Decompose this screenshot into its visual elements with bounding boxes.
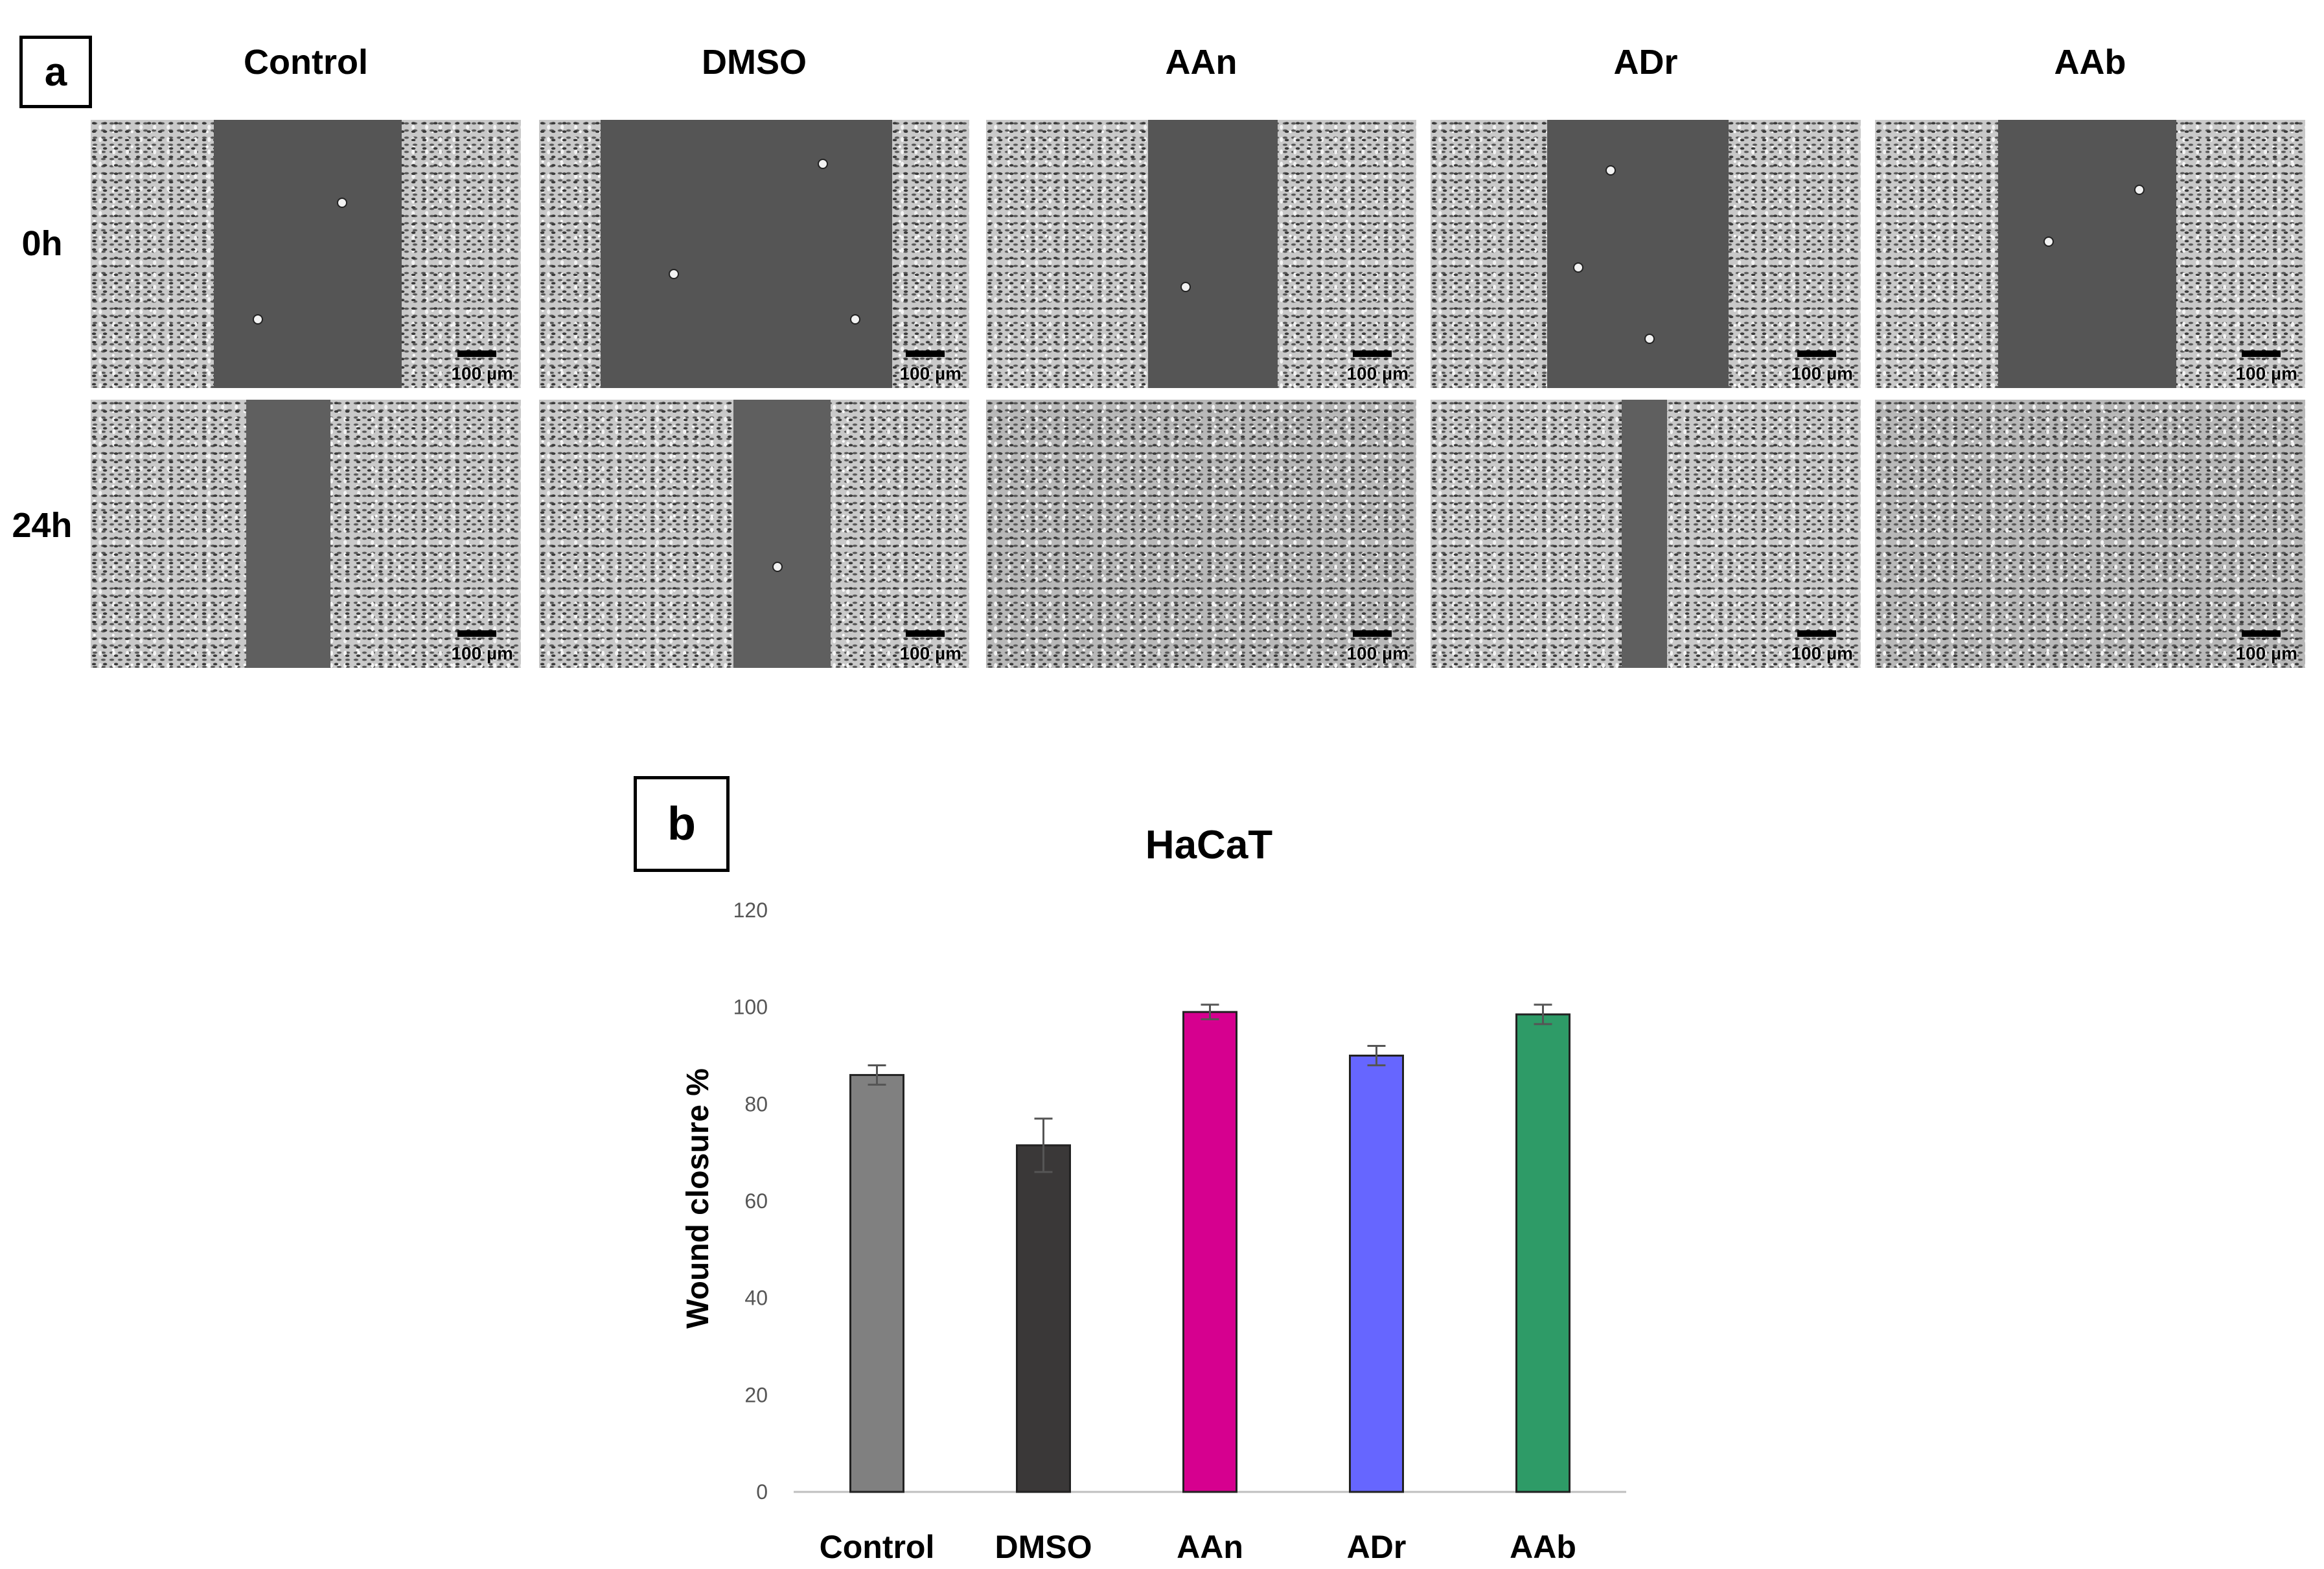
y-tick-label: 60 — [744, 1189, 768, 1213]
micrograph-aan-24h: 100 µm — [986, 400, 1416, 668]
row-label-24h: 24h — [12, 506, 73, 545]
column-label-aan: AAn — [1165, 43, 1237, 82]
scale-bar — [1797, 630, 1836, 637]
chart-title: HaCaT — [1145, 823, 1273, 867]
scale-bar — [906, 630, 945, 637]
micrograph-control-24h: 100 µm — [91, 400, 521, 668]
panel-b-tag: b — [634, 776, 730, 872]
scale-bar-label: 100 µm — [1346, 643, 1409, 663]
y-tick-label: 40 — [744, 1287, 768, 1310]
column-label-control: Control — [244, 43, 368, 82]
x-category-label: DMSO — [995, 1529, 1092, 1565]
panel-a-tag: a — [19, 36, 92, 108]
y-tick-label: 80 — [744, 1092, 768, 1116]
scale-bar-label: 100 µm — [1346, 363, 1409, 384]
scale-bar-label: 100 µm — [1791, 363, 1853, 384]
error-bar-control — [868, 1064, 886, 1086]
scale-bar — [457, 630, 496, 637]
y-axis-title: Wound closure % — [681, 1068, 715, 1329]
bar-aab — [1515, 1013, 1570, 1493]
scale-bar — [906, 350, 945, 357]
scale-bar — [2242, 630, 2281, 637]
scale-bar-label: 100 µm — [451, 643, 513, 663]
error-bar-aan — [1201, 1003, 1219, 1020]
micrograph-control-0h: 100 µm — [91, 120, 521, 388]
bar-dmso — [1016, 1144, 1071, 1493]
column-label-adr: ADr — [1613, 43, 1678, 82]
scale-bar-label: 100 µm — [1791, 643, 1853, 663]
column-label-dmso: DMSO — [702, 43, 807, 82]
error-bar-dmso — [1034, 1117, 1053, 1173]
y-tick-label: 100 — [733, 996, 768, 1019]
scale-bar — [1353, 350, 1392, 357]
scale-bar — [1797, 350, 1836, 357]
micrograph-aan-0h: 100 µm — [986, 120, 1416, 388]
row-label-0h: 0h — [21, 224, 63, 263]
bar-adr — [1349, 1055, 1404, 1493]
x-category-label: AAn — [1177, 1529, 1243, 1565]
y-tick-label: 0 — [756, 1480, 768, 1504]
micrograph-aab-24h: 100 µm — [1875, 400, 2305, 668]
column-label-aab: AAb — [2054, 43, 2126, 82]
micrograph-dmso-24h: 100 µm — [539, 400, 969, 668]
bar-control — [849, 1073, 904, 1493]
scale-bar-label: 100 µm — [2235, 363, 2297, 384]
micrograph-adr-24h: 100 µm — [1431, 400, 1861, 668]
y-tick-label: 120 — [733, 899, 768, 922]
error-bar-adr — [1367, 1045, 1386, 1066]
x-category-label: AAb — [1510, 1529, 1576, 1565]
scale-bar-label: 100 µm — [899, 363, 961, 384]
scale-bar — [2242, 350, 2281, 357]
scale-bar-label: 100 µm — [2235, 643, 2297, 663]
scale-bar-label: 100 µm — [899, 643, 961, 663]
error-bar-aab — [1534, 1003, 1552, 1025]
scale-bar — [1353, 630, 1392, 637]
bar-aan — [1182, 1011, 1237, 1493]
micrograph-aab-0h: 100 µm — [1875, 120, 2305, 388]
micrograph-dmso-0h: 100 µm — [539, 120, 969, 388]
x-category-label: ADr — [1347, 1529, 1407, 1565]
y-tick-label: 20 — [744, 1383, 768, 1406]
scale-bar-label: 100 µm — [451, 363, 513, 384]
micrograph-adr-0h: 100 µm — [1431, 120, 1861, 388]
x-category-label: Control — [820, 1529, 935, 1565]
scale-bar — [457, 350, 496, 357]
